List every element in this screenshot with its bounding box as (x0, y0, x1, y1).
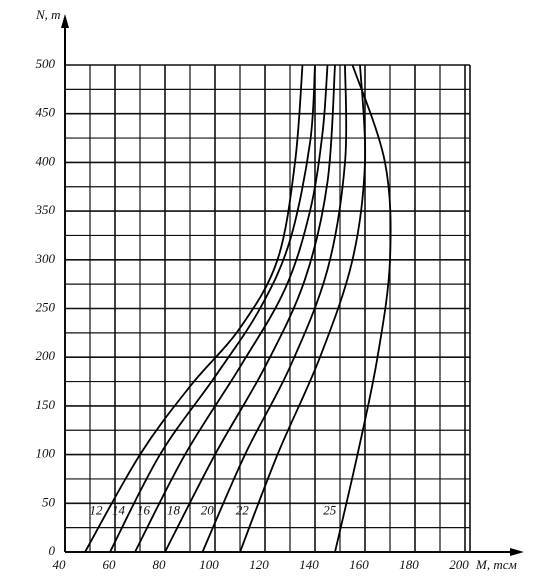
x-arrow (510, 548, 524, 556)
curve-label: 12 (90, 502, 104, 517)
y-tick-label: 400 (36, 153, 56, 168)
curve-label: 25 (323, 502, 337, 517)
y-tick-label: 350 (35, 202, 56, 217)
y-tick-label: 50 (42, 494, 56, 509)
curve (134, 64, 329, 553)
y-tick-label: 250 (36, 299, 56, 314)
x-tick-label: 100 (199, 557, 219, 572)
x-tick-label: 80 (153, 557, 167, 572)
y-tick-label: 100 (36, 446, 56, 461)
x-tick-label: 180 (399, 557, 419, 572)
curve (201, 64, 348, 553)
x-tick-label: 60 (103, 557, 117, 572)
curve (164, 64, 336, 553)
curve-label: 20 (201, 502, 215, 517)
y-tick-label: 300 (35, 251, 56, 266)
curve-label: 18 (167, 502, 181, 517)
y-arrow (61, 14, 69, 28)
y-tick-label: 0 (49, 543, 56, 558)
x-tick-label: 200 (449, 557, 469, 572)
curve-label: 16 (137, 502, 151, 517)
curve (239, 64, 367, 553)
x-tick-label: 160 (349, 557, 369, 572)
curve (109, 64, 316, 553)
curve (84, 64, 304, 553)
x-tick-label: 140 (299, 557, 319, 572)
curve (334, 64, 392, 553)
x-axis-label: M, тсм (475, 557, 517, 572)
curve-label: 14 (112, 502, 126, 517)
y-tick-label: 450 (36, 105, 56, 120)
x-tick-label: 120 (249, 557, 269, 572)
x-tick-label: 40 (53, 557, 67, 572)
y-tick-label: 200 (36, 348, 56, 363)
y-axis-label: N, m (35, 7, 61, 22)
y-tick-label: 150 (36, 397, 56, 412)
y-tick-label: 500 (36, 56, 56, 71)
curve-label: 22 (236, 502, 250, 517)
